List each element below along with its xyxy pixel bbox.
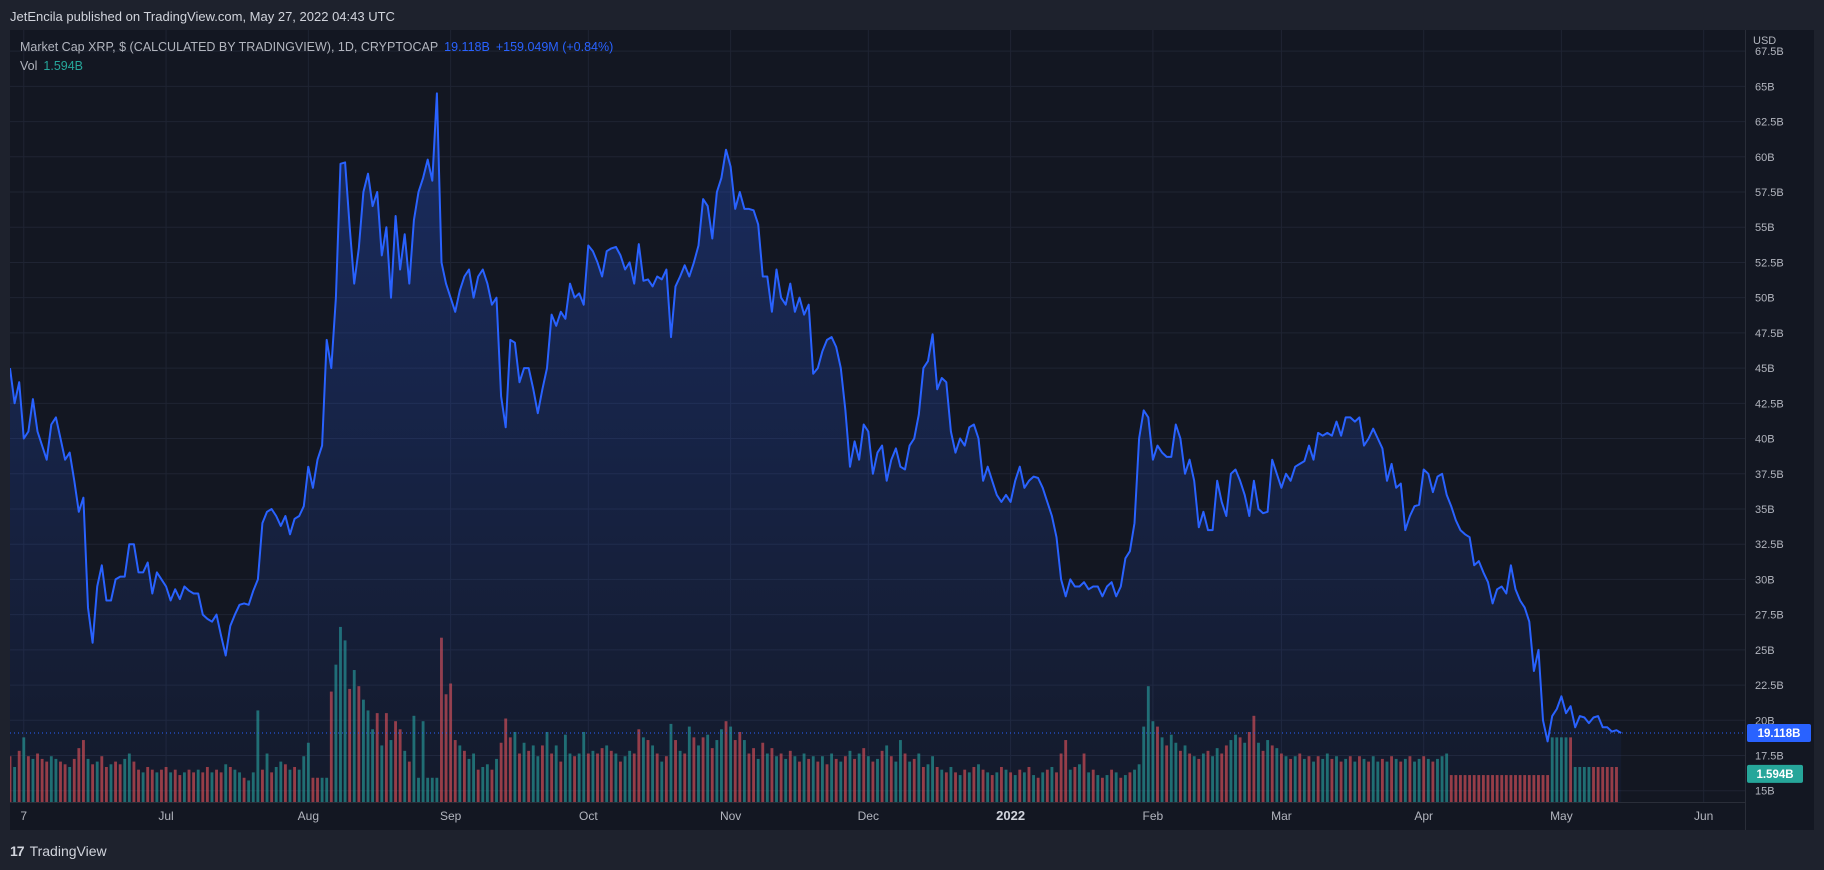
y-tick-label: 37.5B [1755, 469, 1784, 481]
y-tick-label: 27.5B [1755, 610, 1784, 622]
chart-legend: Market Cap XRP, $ (CALCULATED BY TRADING… [20, 38, 613, 76]
y-tick-label: 32.5B [1755, 539, 1784, 551]
y-tick-label: 17.5B [1755, 751, 1784, 763]
y-tick-label: 52.5B [1755, 257, 1784, 269]
y-tick-label: 42.5B [1755, 398, 1784, 410]
price-badge [1747, 723, 1811, 742]
y-tick-label: 35B [1755, 504, 1775, 516]
x-tick-label: 2022 [996, 808, 1025, 823]
y-tick-label: 25B [1755, 645, 1775, 657]
legend-series-row: Market Cap XRP, $ (CALCULATED BY TRADING… [20, 38, 613, 57]
price-area [10, 93, 1622, 802]
y-tick-label: 62.5B [1755, 117, 1784, 129]
y-tick-label: 65B [1755, 81, 1775, 93]
y-tick-label: 67.5B [1755, 46, 1784, 58]
y-tick-label: 50B [1755, 293, 1775, 305]
legend-change: +159.049M (+0.84%) [495, 40, 614, 54]
y-tick-label: 47.5B [1755, 328, 1784, 340]
market-cap-chart[interactable]: USD15B17.5B20B22.5B25B27.5B30B32.5B35B37… [10, 30, 1814, 830]
tradingview-logo-icon: 17 [10, 843, 25, 859]
currency-label: USD [1753, 35, 1776, 47]
y-tick-label: 15B [1755, 786, 1775, 798]
footer-brand: 17 TradingView [10, 842, 107, 860]
volume-badge-label: 1.594B [1756, 769, 1793, 781]
x-tick-label: Feb [1143, 809, 1164, 823]
x-tick-label: Apr [1414, 809, 1433, 823]
chart-panel[interactable]: Market Cap XRP, $ (CALCULATED BY TRADING… [10, 30, 1814, 830]
price-area-fill [10, 93, 1622, 802]
footer-brand-label: TradingView [29, 843, 107, 859]
y-tick-label: 30B [1755, 574, 1775, 586]
x-tick-label: Mar [1271, 809, 1292, 823]
x-tick-label: Jun [1694, 809, 1713, 823]
x-tick-label: Sep [440, 809, 462, 823]
y-tick-label: 40B [1755, 434, 1775, 446]
x-tick-label: Dec [858, 809, 879, 823]
y-tick-label: 57.5B [1755, 187, 1784, 199]
price-badge-label: 19.118B [1758, 728, 1801, 740]
y-tick-label: 60B [1755, 152, 1775, 164]
legend-vol-value: 1.594B [43, 59, 84, 73]
legend-volume-row: Vol 1.594B [20, 57, 613, 76]
x-tick-label: Oct [579, 809, 598, 823]
price-axis-bg [1746, 30, 1814, 830]
publication-info: JetEncila published on TradingView.com, … [10, 9, 395, 24]
price-line [10, 92, 1622, 743]
y-tick-label: 45B [1755, 363, 1775, 375]
legend-last-value: 19.118B [444, 40, 490, 54]
x-tick-label: May [1550, 809, 1573, 823]
y-tick-label: 55B [1755, 222, 1775, 234]
volume-badge [1747, 764, 1803, 783]
price-line-group [10, 92, 1745, 743]
y-tick-label: 22.5B [1755, 680, 1784, 692]
legend-title: Market Cap XRP, $ (CALCULATED BY TRADING… [20, 40, 439, 54]
x-tick-label: 7 [20, 809, 27, 823]
axes: USD15B17.5B20B22.5B25B27.5B30B32.5B35B37… [10, 30, 1814, 830]
x-tick-label: Jul [158, 809, 173, 823]
x-tick-label: Aug [298, 809, 319, 823]
legend-vol-label: Vol [20, 59, 38, 73]
x-tick-label: Nov [720, 809, 741, 823]
